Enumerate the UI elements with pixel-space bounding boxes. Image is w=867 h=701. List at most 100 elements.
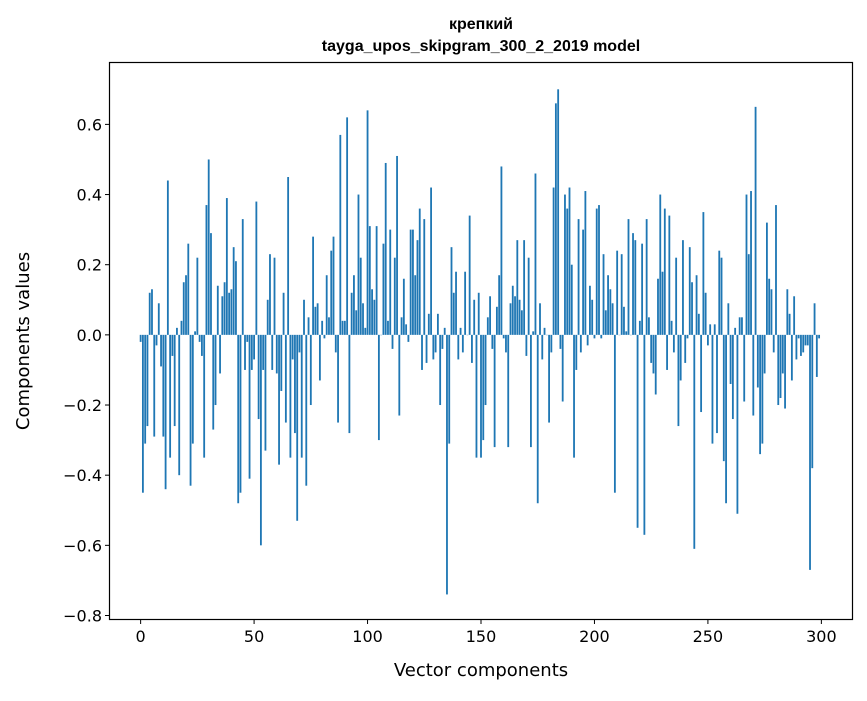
y-tick-label: 0.6 bbox=[77, 115, 102, 134]
bar-268 bbox=[748, 254, 750, 335]
bar-52 bbox=[258, 335, 260, 419]
bar-14 bbox=[171, 335, 173, 356]
bar-257 bbox=[723, 335, 725, 461]
bar-210 bbox=[616, 251, 618, 335]
bar-239 bbox=[682, 240, 684, 335]
bar-83 bbox=[328, 317, 330, 335]
x-tick-label: 250 bbox=[693, 627, 724, 646]
bar-196 bbox=[584, 191, 586, 335]
bar-147 bbox=[473, 300, 475, 335]
bar-50 bbox=[253, 335, 255, 360]
bar-291 bbox=[800, 335, 802, 356]
bar-272 bbox=[757, 335, 759, 388]
bar-59 bbox=[274, 258, 276, 335]
bar-270 bbox=[752, 335, 754, 416]
bar-298 bbox=[816, 335, 818, 377]
bar-130 bbox=[435, 335, 437, 353]
bar-45 bbox=[242, 219, 244, 335]
bar-30 bbox=[208, 159, 210, 334]
bar-103 bbox=[373, 300, 375, 335]
bar-151 bbox=[482, 335, 484, 440]
bar-112 bbox=[394, 258, 396, 335]
bar-253 bbox=[714, 324, 716, 335]
bar-22 bbox=[190, 335, 192, 486]
bar-82 bbox=[326, 275, 328, 335]
bar-129 bbox=[432, 335, 434, 360]
bar-263 bbox=[737, 335, 739, 514]
bar-101 bbox=[369, 226, 371, 335]
bar-121 bbox=[414, 275, 416, 335]
bar-1 bbox=[142, 335, 144, 493]
bar-91 bbox=[346, 117, 348, 334]
bar-155 bbox=[491, 335, 493, 349]
bar-81 bbox=[324, 335, 326, 339]
bar-142 bbox=[462, 335, 464, 353]
bar-87 bbox=[337, 335, 339, 423]
bar-26 bbox=[199, 335, 201, 342]
bar-241 bbox=[687, 335, 689, 339]
bar-177 bbox=[541, 335, 543, 360]
bar-200 bbox=[594, 335, 596, 339]
bar-230 bbox=[662, 272, 664, 335]
bar-21 bbox=[187, 244, 189, 335]
bar-174 bbox=[535, 174, 537, 335]
bar-126 bbox=[426, 335, 428, 363]
bar-175 bbox=[537, 335, 539, 503]
bar-4 bbox=[149, 293, 151, 335]
y-tick-label: 0.4 bbox=[77, 186, 102, 205]
bar-133 bbox=[442, 335, 444, 349]
bar-37 bbox=[224, 282, 226, 335]
x-tick-label: 150 bbox=[466, 627, 497, 646]
bar-236 bbox=[675, 258, 677, 335]
bar-15 bbox=[174, 335, 176, 426]
bar-266 bbox=[743, 335, 745, 402]
bar-29 bbox=[206, 205, 208, 335]
bar-8 bbox=[158, 303, 160, 335]
bar-23 bbox=[192, 335, 194, 444]
bar-264 bbox=[739, 317, 741, 335]
bar-171 bbox=[528, 258, 530, 335]
bar-258 bbox=[725, 335, 727, 503]
bar-290 bbox=[798, 335, 800, 339]
bar-9 bbox=[160, 335, 162, 367]
bar-51 bbox=[255, 202, 257, 335]
bar-118 bbox=[407, 335, 409, 342]
bar-255 bbox=[718, 251, 720, 335]
bar-228 bbox=[657, 279, 659, 335]
bar-187 bbox=[564, 195, 566, 335]
bar-94 bbox=[353, 275, 355, 335]
bar-288 bbox=[793, 296, 795, 335]
bar-110 bbox=[389, 230, 391, 335]
bar-100 bbox=[367, 110, 369, 334]
bar-20 bbox=[185, 275, 187, 335]
bar-76 bbox=[312, 237, 314, 335]
bar-223 bbox=[646, 219, 648, 335]
bar-60 bbox=[276, 335, 278, 374]
bar-70 bbox=[299, 335, 301, 353]
bar-198 bbox=[589, 286, 591, 335]
bar-203 bbox=[600, 335, 602, 339]
bar-48 bbox=[249, 335, 251, 479]
bar-167 bbox=[519, 300, 521, 335]
bar-13 bbox=[169, 335, 171, 458]
bar-58 bbox=[271, 335, 273, 370]
bar-105 bbox=[378, 335, 380, 440]
bar-204 bbox=[603, 254, 605, 335]
bar-197 bbox=[587, 335, 589, 346]
bar-55 bbox=[265, 335, 267, 451]
bar-162 bbox=[507, 335, 509, 447]
bar-135 bbox=[446, 335, 448, 595]
bar-24 bbox=[194, 331, 196, 335]
bar-233 bbox=[668, 216, 670, 335]
bar-78 bbox=[317, 303, 319, 335]
bar-38 bbox=[226, 198, 228, 335]
bar-158 bbox=[498, 275, 500, 335]
bar-152 bbox=[485, 335, 487, 405]
bar-44 bbox=[240, 335, 242, 493]
y-tick-label: −0.2 bbox=[63, 396, 102, 415]
bar-46 bbox=[244, 335, 246, 370]
bar-169 bbox=[523, 240, 525, 335]
bar-276 bbox=[766, 223, 768, 335]
bar-16 bbox=[176, 328, 178, 335]
bar-206 bbox=[607, 275, 609, 335]
